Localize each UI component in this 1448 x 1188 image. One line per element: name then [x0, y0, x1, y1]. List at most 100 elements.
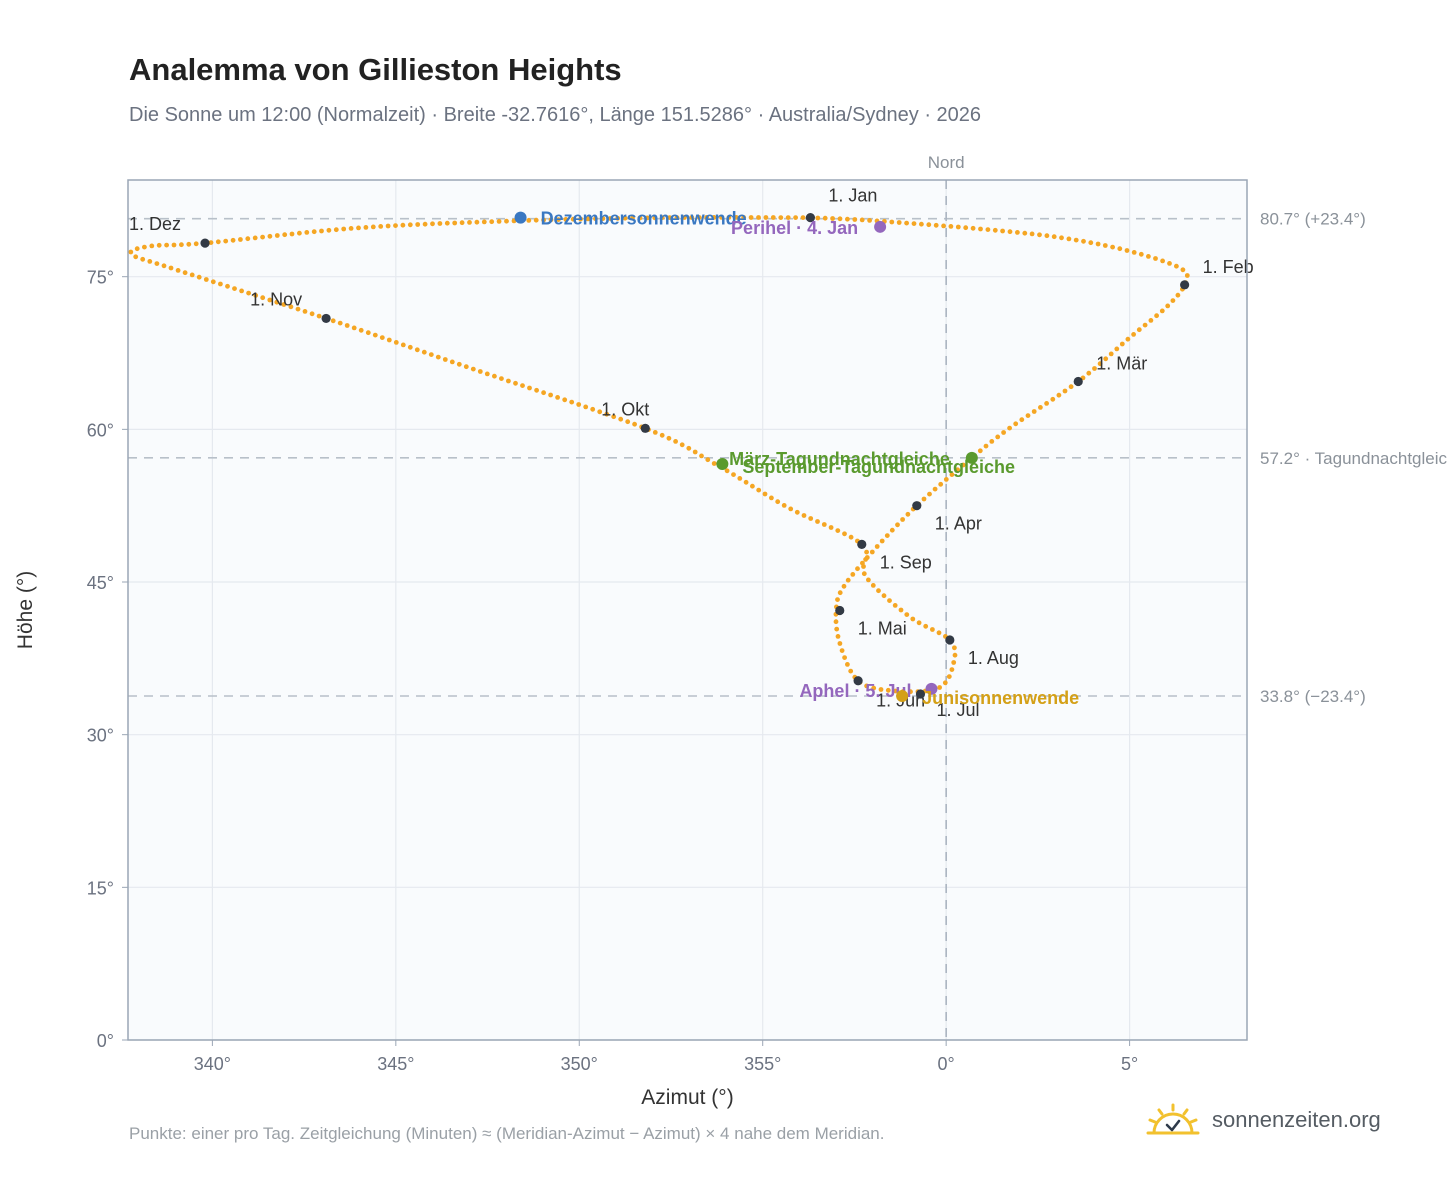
month-label: 1. Apr [935, 514, 982, 534]
day-point [667, 215, 672, 221]
day-point [977, 448, 983, 454]
day-point [835, 528, 841, 533]
y-tick-label: 60° [87, 420, 114, 440]
day-point [1148, 318, 1154, 323]
day-point [562, 397, 568, 403]
day-point [845, 662, 850, 667]
day-point [1175, 292, 1181, 298]
day-point [878, 687, 884, 692]
day-point [154, 261, 160, 266]
day-point [168, 265, 174, 271]
day-point [1117, 246, 1123, 252]
day-point [726, 215, 732, 220]
day-point [1037, 232, 1042, 238]
day-point [1142, 322, 1148, 328]
day-point [632, 421, 637, 427]
event-label: Dezembersonnenwende [541, 209, 747, 229]
day-point [904, 220, 909, 226]
day-point [652, 430, 658, 435]
day-point [837, 641, 843, 646]
day-point [225, 283, 230, 289]
day-point [848, 668, 854, 674]
day-point [834, 626, 840, 632]
brand-logo[interactable]: sonnenzeiten.org [1146, 1100, 1381, 1140]
month-marker [321, 313, 331, 324]
day-point [815, 215, 821, 221]
day-point [949, 472, 955, 477]
day-point [449, 359, 455, 365]
footnote: Punkte: einer pro Tag. Zeitgleichung (Mi… [129, 1124, 885, 1143]
day-point [452, 220, 458, 226]
day-point [1056, 392, 1062, 398]
day-point [731, 472, 736, 477]
day-point [274, 233, 280, 238]
day-point [326, 227, 332, 233]
day-point [870, 583, 876, 588]
day-point [459, 220, 465, 226]
day-point [673, 439, 678, 444]
y-tick-label: 45° [87, 573, 114, 593]
day-point [393, 223, 398, 229]
day-point [666, 435, 672, 441]
day-point [905, 511, 911, 517]
day-point [1097, 361, 1103, 367]
day-point [253, 293, 259, 298]
day-point [949, 667, 955, 672]
day-point [134, 246, 140, 252]
day-point [1007, 425, 1012, 431]
day-point [778, 215, 784, 221]
day-point [218, 281, 223, 287]
day-point [1180, 267, 1186, 273]
day-point [1174, 263, 1179, 269]
day-point [770, 215, 776, 220]
day-point [845, 216, 850, 222]
day-point [815, 519, 820, 524]
day-point [842, 531, 847, 537]
day-point [889, 527, 895, 533]
day-point [696, 215, 702, 220]
day-point [351, 325, 357, 331]
day-point [281, 302, 287, 307]
day-point [196, 274, 202, 280]
x-tick-label: 0° [938, 1054, 955, 1074]
day-point [379, 335, 385, 340]
day-point [1038, 405, 1043, 410]
day-point [563, 217, 569, 222]
day-point [866, 577, 871, 583]
day-point [358, 327, 364, 333]
day-point [1154, 313, 1159, 319]
day-point [208, 240, 214, 246]
day-point [164, 242, 170, 248]
day-point [927, 491, 932, 497]
month-marker [1073, 376, 1083, 387]
day-point [1110, 244, 1115, 250]
day-point [801, 513, 807, 518]
day-point [794, 509, 800, 515]
day-point [590, 406, 596, 412]
day-point [365, 330, 371, 336]
day-point [282, 232, 288, 238]
day-point [611, 414, 617, 420]
month-label: 1. Jan [828, 186, 877, 206]
day-point [1125, 336, 1131, 342]
day-point [527, 385, 532, 391]
day-point [618, 416, 624, 422]
day-point [215, 239, 221, 245]
y-tick-label: 75° [87, 268, 114, 288]
day-point [932, 486, 938, 492]
month-marker [945, 635, 955, 645]
day-point [889, 219, 895, 225]
day-point [995, 434, 1001, 440]
day-point [1066, 236, 1072, 242]
day-point [704, 215, 709, 220]
day-point [311, 229, 317, 235]
day-point [983, 443, 989, 449]
day-point [781, 503, 787, 508]
day-point [1031, 409, 1037, 414]
day-point [864, 683, 869, 689]
day-point [893, 688, 899, 694]
day-point [985, 227, 991, 233]
day-point [756, 215, 761, 220]
day-point [960, 462, 966, 468]
